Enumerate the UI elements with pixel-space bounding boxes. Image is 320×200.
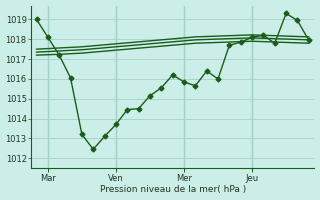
X-axis label: Pression niveau de la mer( hPa ): Pression niveau de la mer( hPa ) — [100, 185, 246, 194]
